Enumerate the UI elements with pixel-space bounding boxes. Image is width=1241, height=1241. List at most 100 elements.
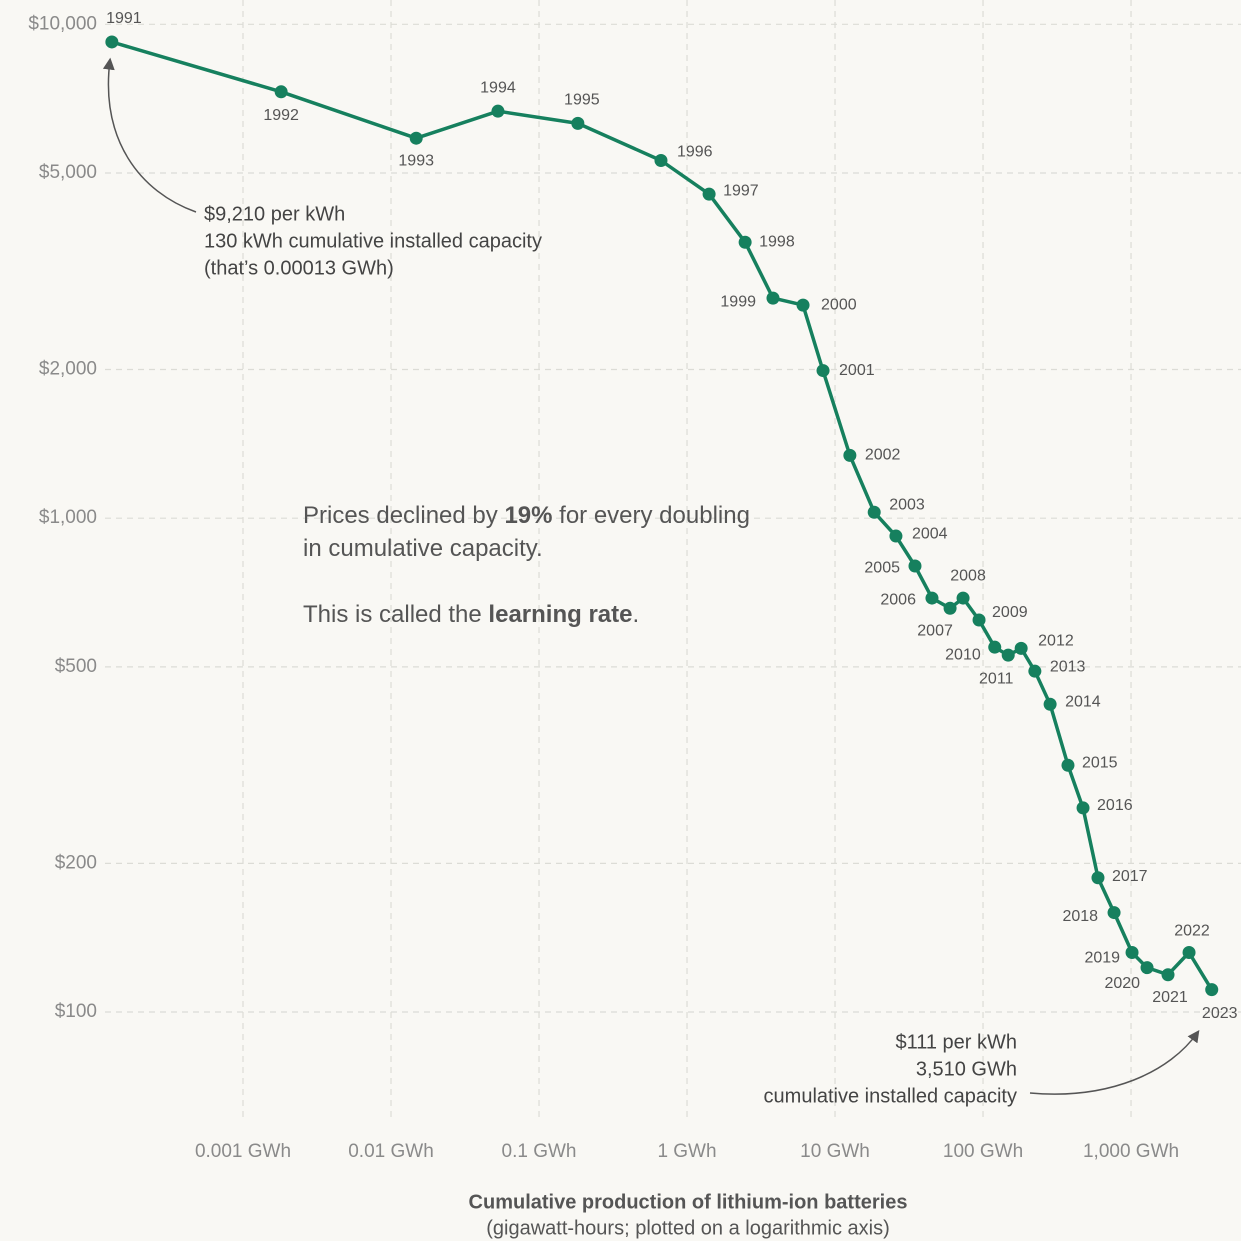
point-label: 2002 (865, 447, 901, 464)
message-text: in cumulative capacity. (303, 535, 543, 562)
message: This is called the learning rate. (303, 601, 639, 628)
point (654, 153, 668, 167)
point (867, 505, 881, 519)
message-text: . (632, 601, 639, 628)
point (1091, 871, 1105, 885)
point (1043, 697, 1057, 711)
x-tick-label: 10 GWh (800, 1141, 870, 1162)
point (988, 640, 1002, 654)
y-tick-label: $100 (55, 1001, 97, 1022)
point-label: 1994 (480, 79, 516, 96)
plot: 1991 1992 1993 1994 1995 1996 1997 1998 1999 2000… (105, 10, 1238, 1022)
point (1205, 983, 1219, 997)
point (274, 85, 288, 99)
point (105, 35, 119, 49)
point (409, 131, 423, 145)
point (702, 187, 716, 201)
y-tick-label: $1,000 (39, 507, 97, 528)
x-axis-subtitle: (gigawatt-hours; plotted on a logarithmi… (486, 1217, 890, 1239)
x-tick-label: 100 GWh (943, 1141, 1023, 1162)
point-label: 2001 (839, 362, 875, 379)
point (1001, 648, 1015, 662)
point (889, 529, 903, 543)
annotation: 3,510 GWh (916, 1058, 1017, 1080)
annotation: cumulative installed capacity (764, 1085, 1017, 1107)
message: Prices declined by 19% for every doublin… (303, 502, 750, 529)
point-label: 2004 (912, 525, 948, 542)
point-label: 2003 (889, 496, 925, 513)
point (925, 591, 939, 605)
point-label: 1996 (677, 144, 713, 161)
point (491, 104, 505, 118)
point-label: 2019 (1084, 950, 1120, 967)
point-label: 2018 (1062, 908, 1098, 925)
point (1028, 664, 1042, 678)
point-label: 2008 (950, 567, 986, 584)
point-label: 2012 (1038, 633, 1074, 650)
y-tick-label: $200 (55, 852, 97, 873)
point (943, 601, 957, 615)
point (796, 298, 810, 312)
annotation: $9,210 per kWh (204, 203, 345, 225)
point (738, 235, 752, 249)
point (1014, 641, 1028, 655)
y-tick-label: $500 (55, 656, 97, 677)
x-tick-label: 0.1 GWh (502, 1141, 577, 1162)
point (956, 591, 970, 605)
grid: $100 $200 $500 $1,000 $2,000 $5,000 $10,000 0.0… (28, 0, 1241, 1162)
point (1140, 961, 1154, 975)
point (972, 613, 986, 627)
point (1076, 801, 1090, 815)
point-label: 2023 (1202, 1005, 1238, 1022)
point-label: 1995 (564, 92, 600, 109)
point-label: 2010 (945, 646, 981, 663)
point (1061, 758, 1075, 772)
annotation: (that’s 0.00013 GWh) (204, 257, 394, 279)
arrow (1029, 1030, 1200, 1095)
message-text: This is called the (303, 601, 488, 628)
arrow (102, 57, 197, 213)
point-label: 2016 (1097, 797, 1133, 814)
y-tick-label: $5,000 (39, 162, 97, 183)
point (1182, 945, 1196, 959)
y-tick-label: $2,000 (39, 359, 97, 380)
point (843, 448, 857, 462)
point-label: 1999 (720, 293, 756, 310)
point-label: 2021 (1152, 989, 1188, 1006)
point-label: 2017 (1112, 868, 1148, 885)
message-text: for every doubling (552, 502, 749, 529)
point-label: 2000 (821, 296, 857, 313)
message: in cumulative capacity. (303, 535, 543, 562)
point (908, 559, 922, 573)
x-tick-label: 1 GWh (657, 1141, 716, 1162)
point (766, 291, 780, 305)
message-text: Prices declined by (303, 502, 504, 529)
message-text: learning rate (488, 601, 632, 628)
annotation: $111 per kWh (895, 1031, 1017, 1053)
point-label: 2005 (864, 559, 900, 576)
point-label: 2022 (1174, 923, 1210, 940)
point (1125, 945, 1139, 959)
point-label: 1992 (263, 107, 299, 124)
point-label: 2020 (1104, 975, 1140, 992)
x-axis-title: Cumulative production of lithium-ion bat… (469, 1191, 908, 1213)
point (1107, 906, 1121, 920)
point (1161, 968, 1175, 982)
point-label: 2007 (917, 622, 953, 639)
point-label: 1993 (398, 152, 434, 169)
point-label: 2014 (1065, 693, 1101, 710)
point-label: 1997 (723, 182, 759, 199)
x-tick-label: 0.001 GWh (195, 1141, 291, 1162)
point-label: 2011 (979, 670, 1014, 687)
point-label: 2015 (1082, 754, 1118, 771)
message-text: 19% (504, 502, 552, 529)
point-label: 2006 (880, 591, 916, 608)
point (571, 116, 585, 130)
y-tick-label: $10,000 (28, 13, 97, 34)
point-label: 1998 (759, 233, 795, 250)
x-tick-label: 1,000 GWh (1083, 1141, 1179, 1162)
point-label: 2013 (1050, 658, 1086, 675)
point (816, 364, 830, 378)
